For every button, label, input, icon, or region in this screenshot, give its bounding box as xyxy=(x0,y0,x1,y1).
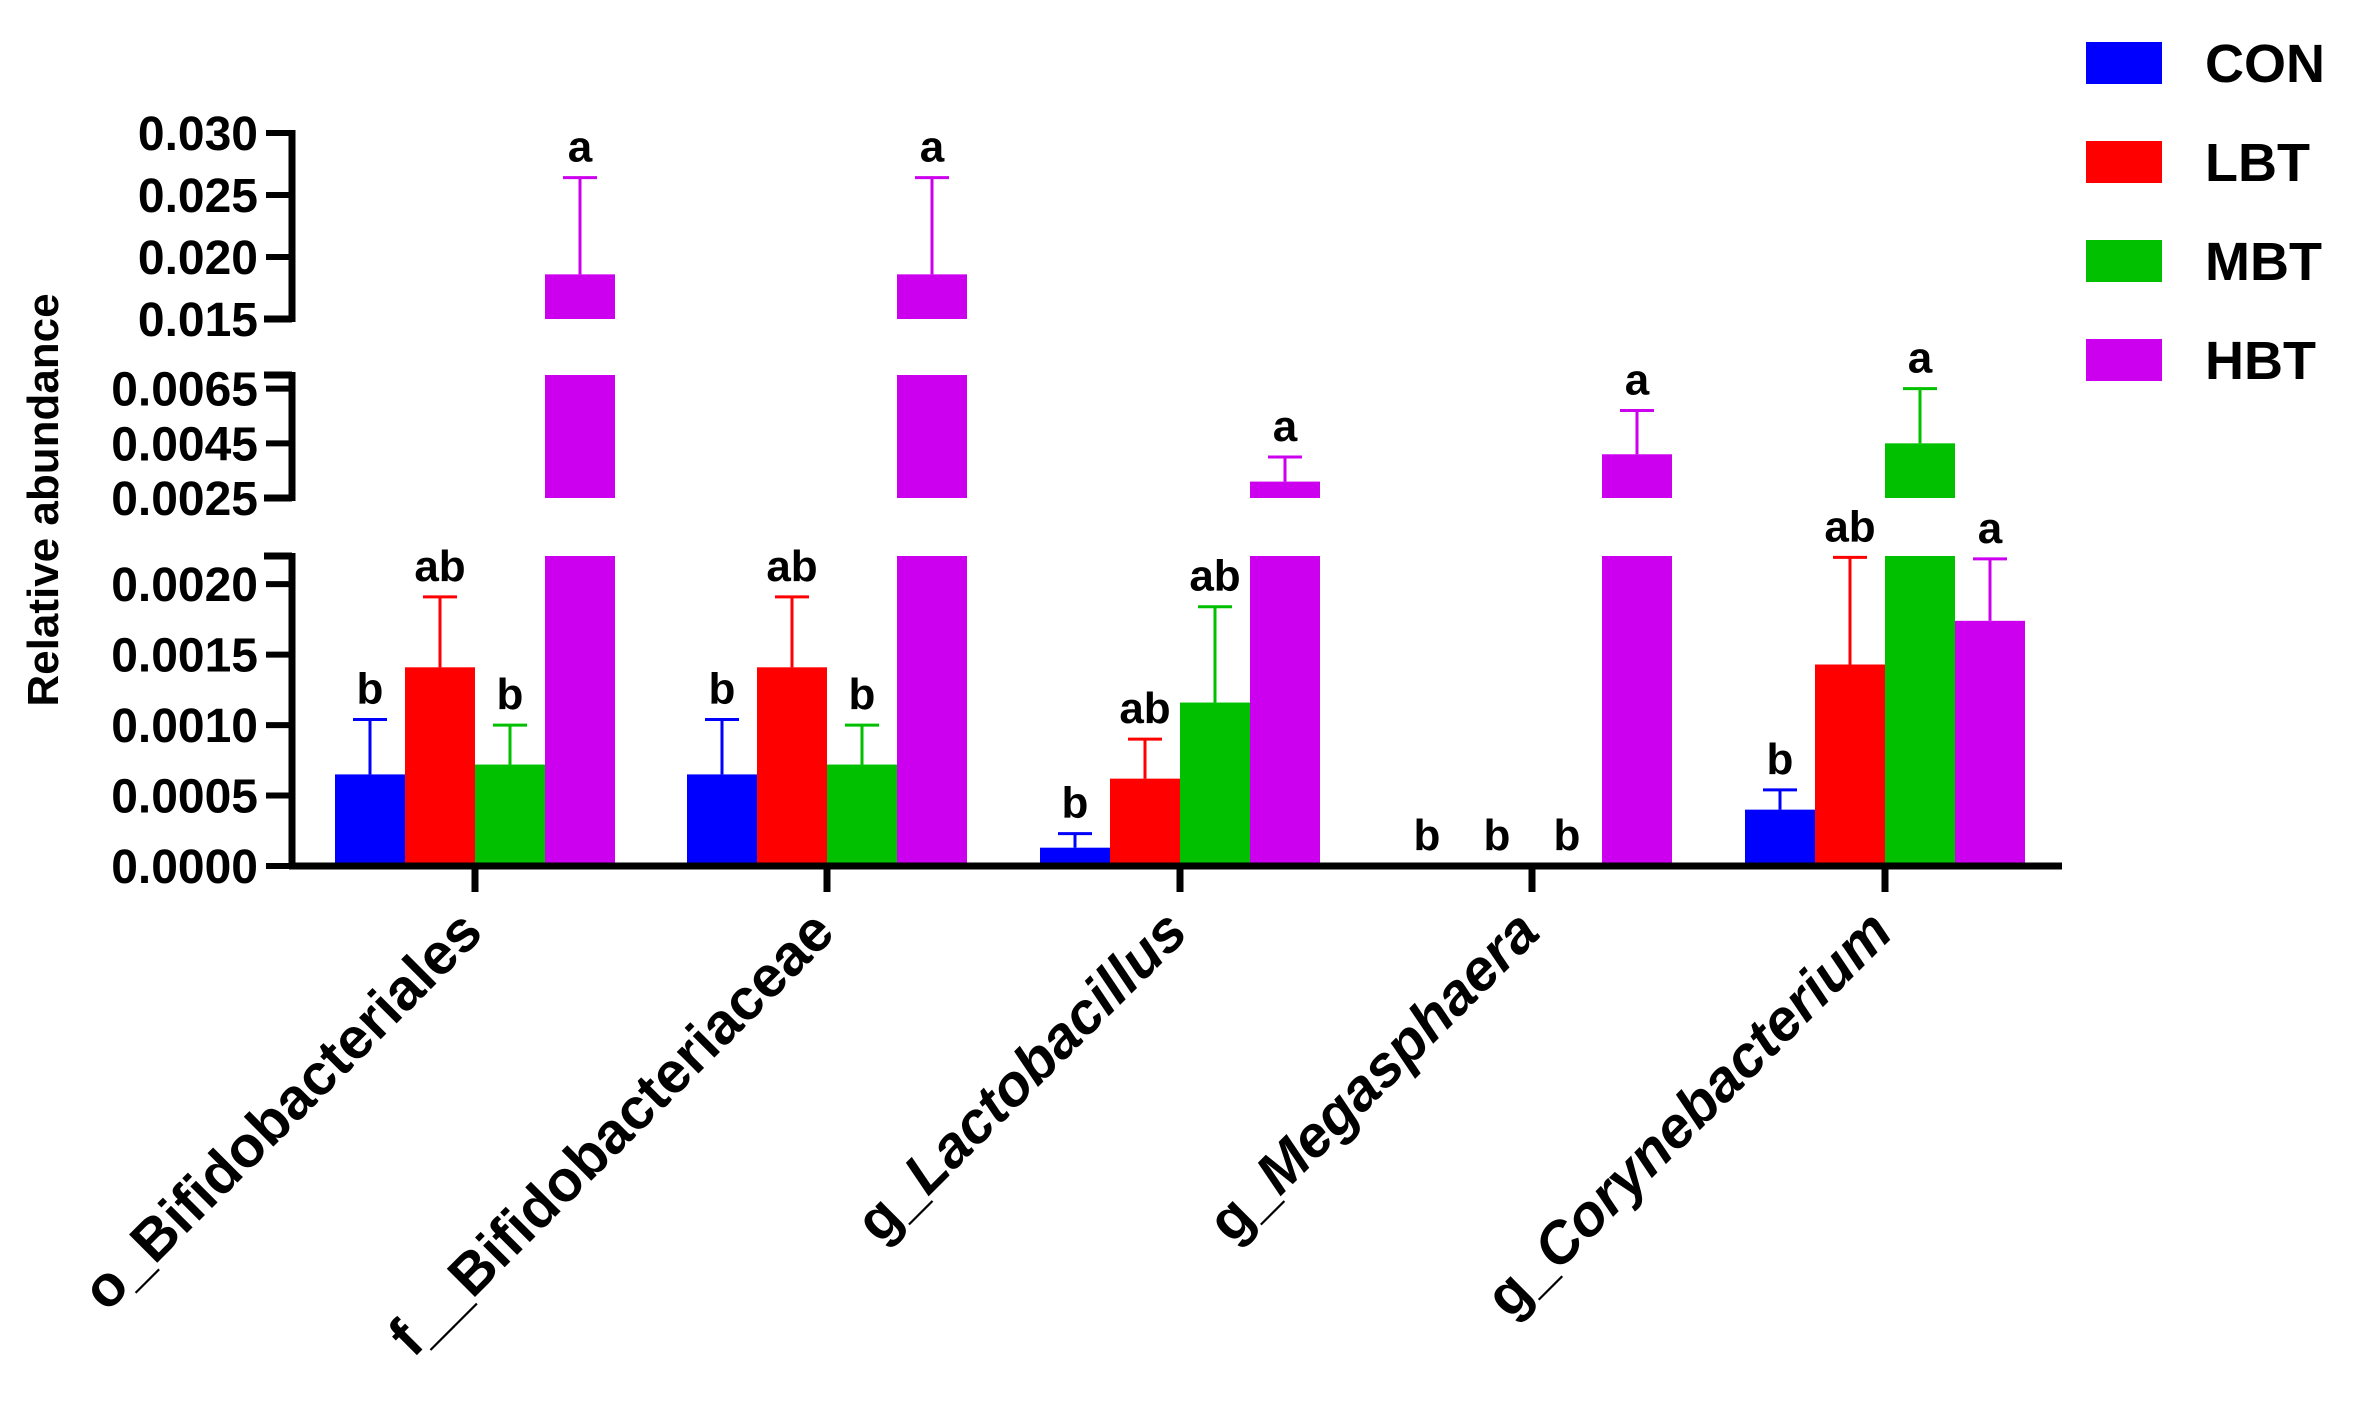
bar-lbt-2 xyxy=(1110,778,1180,866)
bar-mbt-4 xyxy=(1885,443,1955,498)
bar-hbt-2 xyxy=(1250,481,1320,498)
significance-letter: ab xyxy=(414,542,465,591)
significance-letter: a xyxy=(1625,356,1650,405)
bar-con-2 xyxy=(1040,847,1110,866)
significance-letter: ab xyxy=(1189,552,1240,601)
bar-hbt-0 xyxy=(545,375,615,498)
y-tick-label: 0.0045 xyxy=(111,418,258,471)
y-tick-label: 0.0015 xyxy=(111,630,258,683)
category-label: g_Megasphaera xyxy=(1195,898,1551,1254)
legend-label-mbt: MBT xyxy=(2205,232,2322,292)
category-label: g_Corynebacterium xyxy=(1473,898,1904,1329)
y-tick-label: 0.025 xyxy=(138,170,258,223)
significance-letter: ab xyxy=(1824,502,1875,551)
significance-letter: b xyxy=(497,670,524,719)
legend-swatch-mbt xyxy=(2086,240,2162,282)
bar-hbt-1 xyxy=(897,375,967,498)
legend-swatch-lbt xyxy=(2086,141,2162,183)
bar-mbt-1 xyxy=(827,764,897,866)
y-tick-label: 0.0005 xyxy=(111,771,258,824)
bar-lbt-0 xyxy=(405,667,475,866)
significance-letter: ab xyxy=(1119,684,1170,733)
y-tick-label: 0.0000 xyxy=(111,841,258,894)
y-tick-label: 0.0065 xyxy=(111,364,258,417)
bar-lbt-4 xyxy=(1815,664,1885,866)
bar-con-1 xyxy=(687,774,757,866)
significance-letter: a xyxy=(1978,504,2003,553)
y-tick-label: 0.015 xyxy=(138,294,258,347)
y-tick-label: 0.0020 xyxy=(111,559,258,612)
significance-letter: ab xyxy=(766,542,817,591)
y-tick-label: 0.020 xyxy=(138,232,258,285)
significance-letter: b xyxy=(1062,779,1089,828)
y-tick-label: 0.0010 xyxy=(111,700,258,753)
bar-mbt-0 xyxy=(475,764,545,866)
significance-letter: a xyxy=(1908,334,1933,383)
y-axis-title: Relative abundance xyxy=(19,293,68,706)
bar-hbt-0 xyxy=(545,274,615,319)
bar-con-0 xyxy=(335,774,405,866)
legend-swatch-con xyxy=(2086,42,2162,84)
legend-label-con: CON xyxy=(2205,34,2325,94)
significance-letter: b xyxy=(849,670,876,719)
significance-letter: b xyxy=(357,664,384,713)
bar-hbt-3 xyxy=(1602,454,1672,498)
bar-hbt-0 xyxy=(545,556,615,866)
significance-letter: b xyxy=(1414,811,1441,860)
category-label: g_Lactobacillus xyxy=(843,898,1199,1254)
y-tick-label: 0.030 xyxy=(138,108,258,161)
significance-letter: a xyxy=(920,123,945,172)
significance-letter: b xyxy=(709,664,736,713)
significance-letter: a xyxy=(1273,402,1298,451)
legend-label-lbt: LBT xyxy=(2205,133,2310,193)
significance-letter: a xyxy=(568,123,593,172)
bar-hbt-4 xyxy=(1955,620,2025,866)
bar-hbt-1 xyxy=(897,274,967,319)
significance-letter: b xyxy=(1554,811,1581,860)
legend-swatch-hbt xyxy=(2086,339,2162,381)
bar-lbt-1 xyxy=(757,667,827,866)
y-tick-label: 0.0025 xyxy=(111,473,258,526)
legend-label-hbt: HBT xyxy=(2205,331,2316,391)
bar-hbt-2 xyxy=(1250,556,1320,866)
significance-letter: b xyxy=(1484,811,1511,860)
bar-hbt-3 xyxy=(1602,556,1672,866)
bar-con-4 xyxy=(1745,809,1815,866)
bar-hbt-1 xyxy=(897,556,967,866)
bar-mbt-4 xyxy=(1885,556,1955,866)
category-label: o_Bifidobacteriales xyxy=(70,898,494,1322)
significance-letter: b xyxy=(1767,735,1794,784)
bar-mbt-2 xyxy=(1180,702,1250,866)
